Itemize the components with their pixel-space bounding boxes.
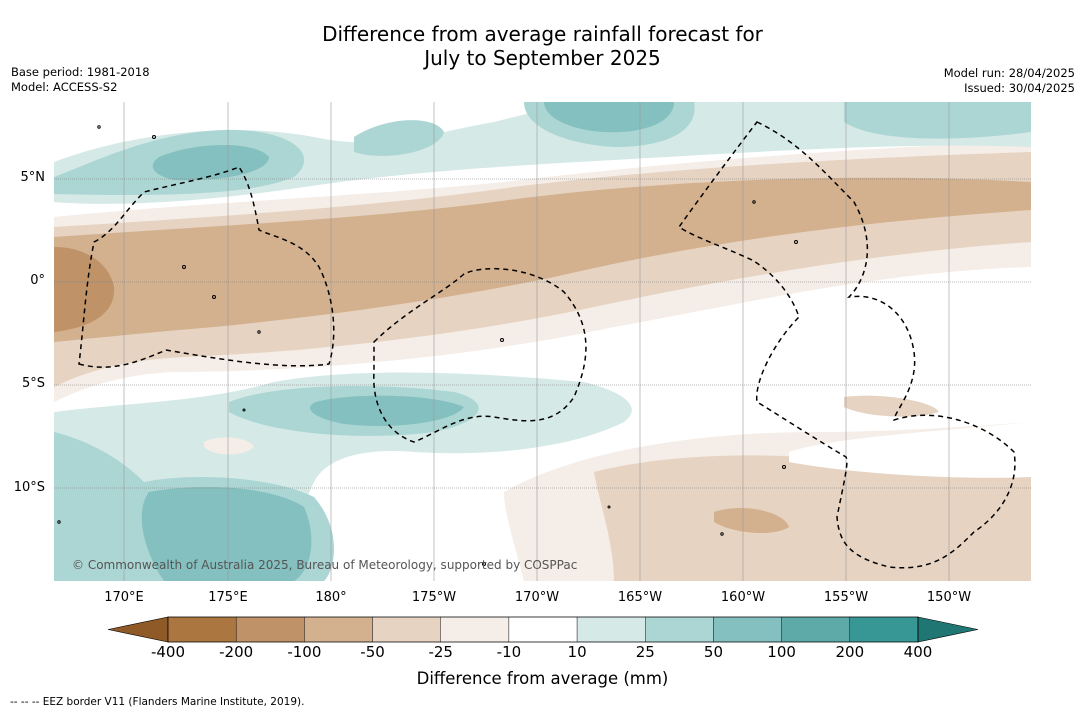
- colorbar-cell: [781, 616, 851, 643]
- islands: [57, 125, 798, 566]
- colorbar-tick-label: 400: [903, 643, 933, 661]
- band-north-teal: [54, 102, 1031, 204]
- lon-label-175w: 175°W: [411, 590, 457, 605]
- band-south-tan: [594, 455, 1031, 581]
- colorbar-cell: [440, 616, 510, 643]
- meta-right: Model run: 28/04/2025 Issued: 30/04/2025: [944, 66, 1075, 96]
- lon-label-155w: 155°W: [823, 590, 869, 605]
- colorbar-tick-label: 200: [835, 643, 865, 661]
- colorbar-cell: [576, 616, 646, 643]
- lat-label-5s: 5°S: [21, 376, 45, 391]
- colorbar: [108, 616, 978, 643]
- lat-label-5n: 5°N: [20, 170, 46, 185]
- blob-north-teal-east: [844, 102, 1031, 139]
- blob-small-tan: [204, 437, 254, 455]
- title-line-2: July to September 2025: [424, 46, 661, 70]
- title-line-1: Difference from average rainfall forecas…: [322, 22, 763, 46]
- colorbar-tick-label: 50: [703, 643, 723, 661]
- colorbar-extend-low: [108, 616, 169, 643]
- colorbar-tick-label: 100: [767, 643, 796, 661]
- graticule-lat: [54, 178, 1031, 489]
- lat-label-10s: 10°S: [13, 480, 45, 495]
- colorbar-tick-label: -50: [360, 643, 385, 661]
- eez-borders: [78, 121, 1016, 569]
- graticule: [123, 102, 950, 581]
- issued-date: Issued: 30/04/2025: [964, 81, 1075, 95]
- colorbar-cell: [713, 616, 782, 643]
- colorbar-tick-label: -25: [428, 643, 453, 661]
- colorbar-tick-label: -100: [287, 643, 322, 661]
- base-period: Base period: 1981-2018: [11, 65, 150, 79]
- blob-north-teal-right-dark: [544, 102, 674, 133]
- lon-label-175e: 175°E: [208, 590, 248, 605]
- copyright-text: © Commonwealth of Australia 2025, Bureau…: [72, 558, 578, 572]
- colorbar-frame: [167, 616, 919, 643]
- colorbar-cell: [645, 616, 714, 643]
- blob-north-teal-center: [354, 120, 444, 156]
- colorbar-cell: [167, 616, 237, 643]
- lon-label-165w: 165°W: [617, 590, 663, 605]
- colorbar-cell: [235, 616, 305, 643]
- colorbar-tick-label: -400: [150, 643, 186, 661]
- colorbar-cell: [372, 616, 441, 643]
- lon-label-170w: 170°W: [514, 590, 560, 605]
- lon-label-180: 180°: [315, 590, 347, 605]
- pocket-white-southeast: [789, 422, 1031, 478]
- lon-label-150w: 150°W: [926, 590, 972, 605]
- pocket-white-east: [754, 303, 904, 331]
- blob-dark-tan-west: [54, 247, 115, 332]
- blob-north-teal-dark: [152, 144, 269, 181]
- blob-south-teal-dark: [310, 395, 464, 427]
- meta-left: Base period: 1981-2018 Model: ACCESS-S2: [11, 65, 150, 95]
- eez-legend-note: -- -- -- EEZ border V11 (Flanders Marine…: [10, 696, 305, 708]
- colorbar-tick-label: 10: [567, 643, 587, 661]
- blob-south-mid-tan: [714, 507, 789, 534]
- band-mid-tan: [54, 177, 1031, 342]
- model-name: Model: ACCESS-S2: [11, 80, 118, 94]
- lon-label-160w: 160°W: [720, 590, 766, 605]
- rainfall-map: [54, 102, 1031, 581]
- map-canvas: [54, 102, 1031, 581]
- colorbar-tick-label: 25: [635, 643, 655, 661]
- blob-south-teal-west-dark: [141, 487, 312, 581]
- colorbar-label: Difference from average (mm): [416, 669, 669, 688]
- lat-label-0: 0°: [30, 273, 45, 288]
- model-run: Model run: 28/04/2025: [943, 66, 1075, 80]
- map-title: Difference from average rainfall forecas…: [0, 22, 1085, 70]
- blob-south-tan-east: [844, 395, 939, 417]
- colorbar-cells: [108, 616, 978, 643]
- colorbar-cell: [304, 616, 373, 643]
- colorbar-tick-label: -10: [496, 643, 522, 661]
- lon-label-170e: 170°E: [104, 590, 144, 605]
- colorbar-cell: [508, 616, 578, 643]
- colorbar-tick-label: -200: [219, 643, 254, 661]
- colorbar-cell: [849, 616, 919, 643]
- colorbar-extend-high: [917, 616, 978, 643]
